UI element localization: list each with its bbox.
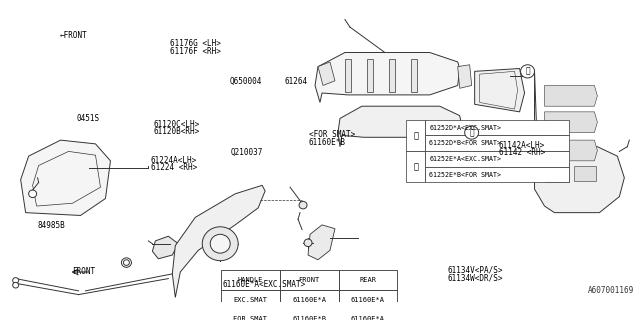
Text: 61252D*B<FOR SMAT>: 61252D*B<FOR SMAT> bbox=[429, 140, 501, 146]
Circle shape bbox=[122, 258, 131, 267]
Polygon shape bbox=[534, 71, 625, 213]
Bar bbox=[339, 290, 397, 310]
Text: 61252D*A<EXC.SMAT>: 61252D*A<EXC.SMAT> bbox=[429, 124, 501, 131]
Text: 61264: 61264 bbox=[285, 77, 308, 86]
Text: 61160E*B: 61160E*B bbox=[292, 316, 326, 320]
Polygon shape bbox=[458, 65, 472, 88]
Circle shape bbox=[13, 282, 19, 288]
Text: ←FRONT: ←FRONT bbox=[60, 31, 87, 40]
Text: ②: ② bbox=[525, 67, 530, 76]
Bar bbox=[221, 270, 280, 290]
Text: 61120C<LH>: 61120C<LH> bbox=[154, 120, 200, 129]
Text: 61160E*B: 61160E*B bbox=[308, 138, 346, 147]
Text: 0451S: 0451S bbox=[76, 114, 99, 123]
Circle shape bbox=[210, 234, 230, 253]
Polygon shape bbox=[172, 185, 265, 297]
Bar bbox=[406, 151, 426, 182]
Text: ①: ① bbox=[413, 131, 419, 140]
Text: 61120B<RH>: 61120B<RH> bbox=[154, 127, 200, 136]
Circle shape bbox=[29, 190, 36, 197]
Bar bbox=[545, 163, 570, 181]
Text: FRONT: FRONT bbox=[298, 277, 320, 283]
Circle shape bbox=[13, 278, 19, 283]
Text: 61252E*A<EXC.SMAT>: 61252E*A<EXC.SMAT> bbox=[429, 156, 501, 162]
Text: A607001169: A607001169 bbox=[588, 286, 634, 295]
Text: ②: ② bbox=[413, 162, 419, 171]
Bar bbox=[426, 167, 569, 182]
Text: EXC.SMAT: EXC.SMAT bbox=[234, 297, 268, 303]
Bar bbox=[426, 135, 569, 151]
Text: 61176G <LH>: 61176G <LH> bbox=[170, 39, 221, 48]
Polygon shape bbox=[338, 106, 461, 147]
Circle shape bbox=[520, 65, 534, 78]
Polygon shape bbox=[545, 140, 597, 161]
Polygon shape bbox=[411, 59, 417, 92]
Circle shape bbox=[124, 260, 129, 265]
Text: HANDLE: HANDLE bbox=[237, 277, 263, 283]
Text: 61160E*A<EXC.SMAT>: 61160E*A<EXC.SMAT> bbox=[223, 280, 306, 289]
Polygon shape bbox=[545, 85, 597, 106]
Bar bbox=[280, 290, 339, 310]
Polygon shape bbox=[367, 59, 373, 92]
Bar bbox=[426, 151, 569, 167]
Text: REAR: REAR bbox=[360, 277, 376, 283]
Polygon shape bbox=[315, 52, 460, 102]
Text: 61142 <RH>: 61142 <RH> bbox=[499, 148, 545, 157]
Text: FRONT: FRONT bbox=[72, 268, 95, 276]
Bar bbox=[280, 270, 339, 290]
Circle shape bbox=[299, 201, 307, 209]
Text: ①: ① bbox=[469, 128, 474, 137]
Text: 61160E*A: 61160E*A bbox=[351, 297, 385, 303]
Bar bbox=[426, 120, 569, 135]
Polygon shape bbox=[475, 68, 525, 112]
Text: 61160E*A: 61160E*A bbox=[351, 316, 385, 320]
Circle shape bbox=[465, 126, 479, 139]
Polygon shape bbox=[345, 59, 351, 92]
Bar bbox=[575, 165, 596, 180]
Text: 84985B: 84985B bbox=[38, 221, 65, 230]
Bar bbox=[221, 310, 280, 320]
Polygon shape bbox=[152, 236, 179, 259]
Text: <FOR SMAT>: <FOR SMAT> bbox=[308, 130, 355, 139]
Polygon shape bbox=[308, 225, 335, 260]
Circle shape bbox=[202, 227, 238, 261]
Text: 61252E*B<FOR SMAT>: 61252E*B<FOR SMAT> bbox=[429, 172, 501, 178]
Text: 61142A<LH>: 61142A<LH> bbox=[499, 141, 545, 150]
Text: 61224A<LH>: 61224A<LH> bbox=[151, 156, 197, 165]
Bar bbox=[221, 290, 280, 310]
Text: 61224 <RH>: 61224 <RH> bbox=[151, 164, 197, 172]
Text: 61176F <RH>: 61176F <RH> bbox=[170, 47, 221, 56]
Bar bbox=[339, 310, 397, 320]
Bar bbox=[339, 270, 397, 290]
Bar bbox=[280, 310, 339, 320]
Polygon shape bbox=[318, 62, 335, 85]
Text: 61134W<DR/S>: 61134W<DR/S> bbox=[448, 274, 503, 283]
Text: FOR SMAT: FOR SMAT bbox=[234, 316, 268, 320]
Text: 61134V<PA/S>: 61134V<PA/S> bbox=[448, 265, 503, 274]
Text: Q210037: Q210037 bbox=[230, 148, 263, 157]
Polygon shape bbox=[20, 140, 111, 215]
Text: 61160E*A: 61160E*A bbox=[292, 297, 326, 303]
Polygon shape bbox=[545, 112, 597, 132]
Polygon shape bbox=[389, 59, 395, 92]
Circle shape bbox=[304, 239, 312, 246]
Text: Q650004: Q650004 bbox=[229, 77, 262, 86]
Bar bbox=[406, 120, 426, 151]
